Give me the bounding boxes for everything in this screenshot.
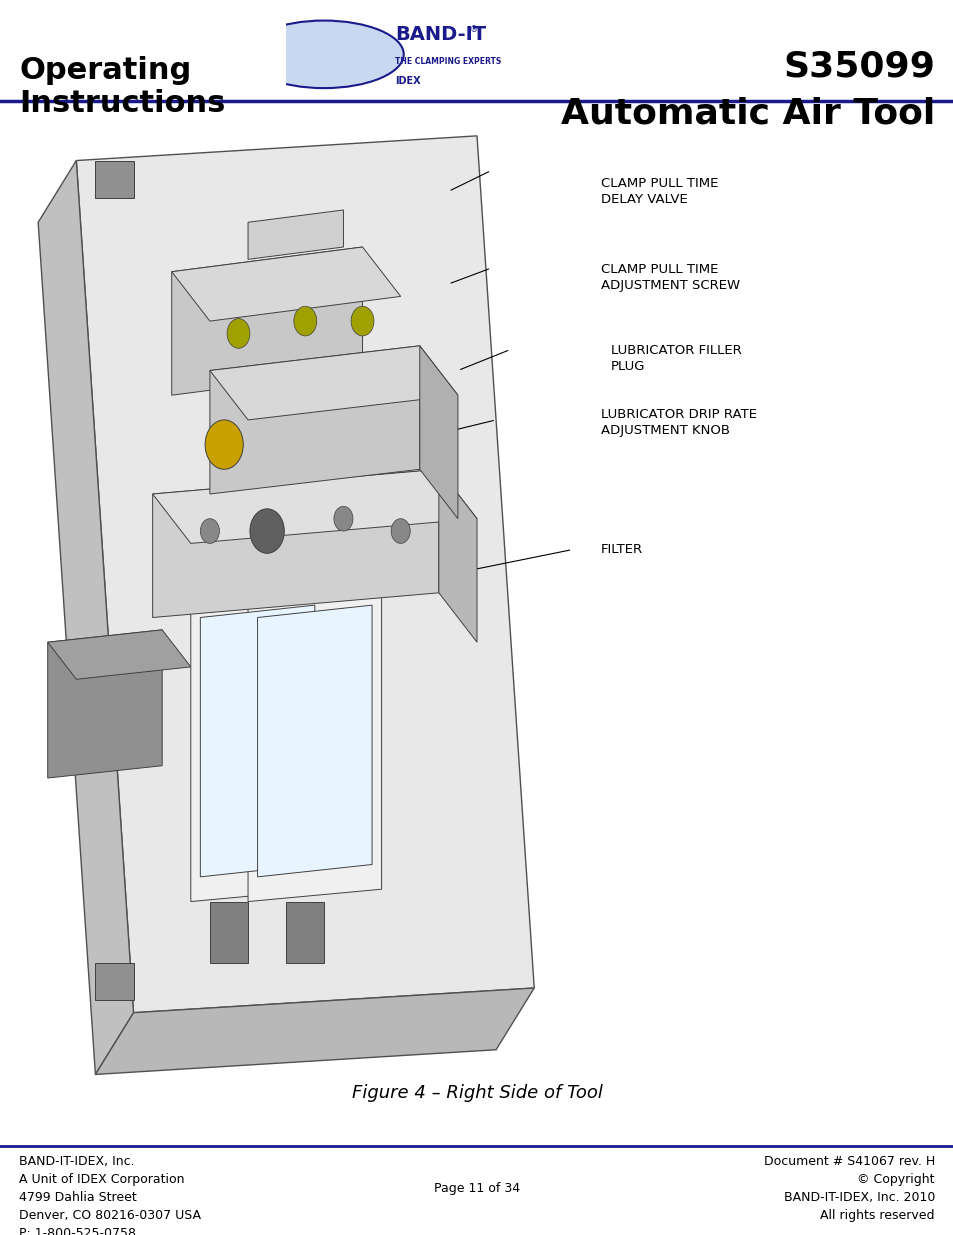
Polygon shape	[172, 247, 362, 395]
Text: Automatic Air Tool: Automatic Air Tool	[560, 96, 934, 131]
Polygon shape	[248, 580, 381, 902]
Polygon shape	[172, 247, 400, 321]
Polygon shape	[257, 605, 372, 877]
Circle shape	[334, 506, 353, 531]
Polygon shape	[191, 580, 324, 902]
Polygon shape	[200, 605, 314, 877]
Circle shape	[227, 319, 250, 348]
Polygon shape	[419, 346, 457, 519]
Polygon shape	[438, 469, 476, 642]
Text: FILTER: FILTER	[600, 543, 642, 556]
Text: LUBRICATOR FILLER
PLUG: LUBRICATOR FILLER PLUG	[610, 343, 740, 373]
Polygon shape	[286, 902, 324, 963]
Polygon shape	[210, 346, 419, 494]
Circle shape	[250, 509, 284, 553]
Circle shape	[200, 519, 219, 543]
Polygon shape	[95, 161, 133, 198]
Text: IDEX: IDEX	[395, 77, 420, 86]
Text: CLAMP PULL TIME
DELAY VALVE: CLAMP PULL TIME DELAY VALVE	[600, 177, 718, 206]
Text: THE CLAMPING EXPERTS: THE CLAMPING EXPERTS	[395, 57, 501, 65]
Polygon shape	[248, 210, 343, 259]
Circle shape	[391, 519, 410, 543]
Text: BAND-IT: BAND-IT	[395, 25, 486, 44]
Circle shape	[294, 306, 316, 336]
Text: Operating
Instructions: Operating Instructions	[19, 56, 225, 119]
Circle shape	[244, 21, 403, 88]
Polygon shape	[48, 630, 162, 778]
Circle shape	[351, 306, 374, 336]
Polygon shape	[210, 346, 457, 420]
Polygon shape	[152, 469, 438, 618]
Polygon shape	[76, 136, 534, 1013]
Polygon shape	[48, 630, 191, 679]
Polygon shape	[95, 988, 534, 1074]
Text: S35099: S35099	[782, 49, 934, 84]
Text: ®: ®	[469, 25, 477, 33]
Text: Document # S41067 rev. H
© Copyright
BAND-IT-IDEX, Inc. 2010
All rights reserved: Document # S41067 rev. H © Copyright BAN…	[762, 1155, 934, 1221]
Text: LUBRICATOR DRIP RATE
ADJUSTMENT KNOB: LUBRICATOR DRIP RATE ADJUSTMENT KNOB	[600, 408, 757, 437]
Text: Figure 4 – Right Side of Tool: Figure 4 – Right Side of Tool	[352, 1084, 601, 1102]
Polygon shape	[210, 902, 248, 963]
Polygon shape	[95, 963, 133, 1000]
Polygon shape	[152, 469, 476, 543]
Polygon shape	[38, 161, 133, 1074]
Text: BAND-IT-IDEX, Inc.
A Unit of IDEX Corporation
4799 Dahlia Street
Denver, CO 8021: BAND-IT-IDEX, Inc. A Unit of IDEX Corpor…	[19, 1155, 201, 1235]
Circle shape	[205, 420, 243, 469]
Text: CLAMP PULL TIME
ADJUSTMENT SCREW: CLAMP PULL TIME ADJUSTMENT SCREW	[600, 263, 740, 293]
Text: Page 11 of 34: Page 11 of 34	[434, 1182, 519, 1194]
